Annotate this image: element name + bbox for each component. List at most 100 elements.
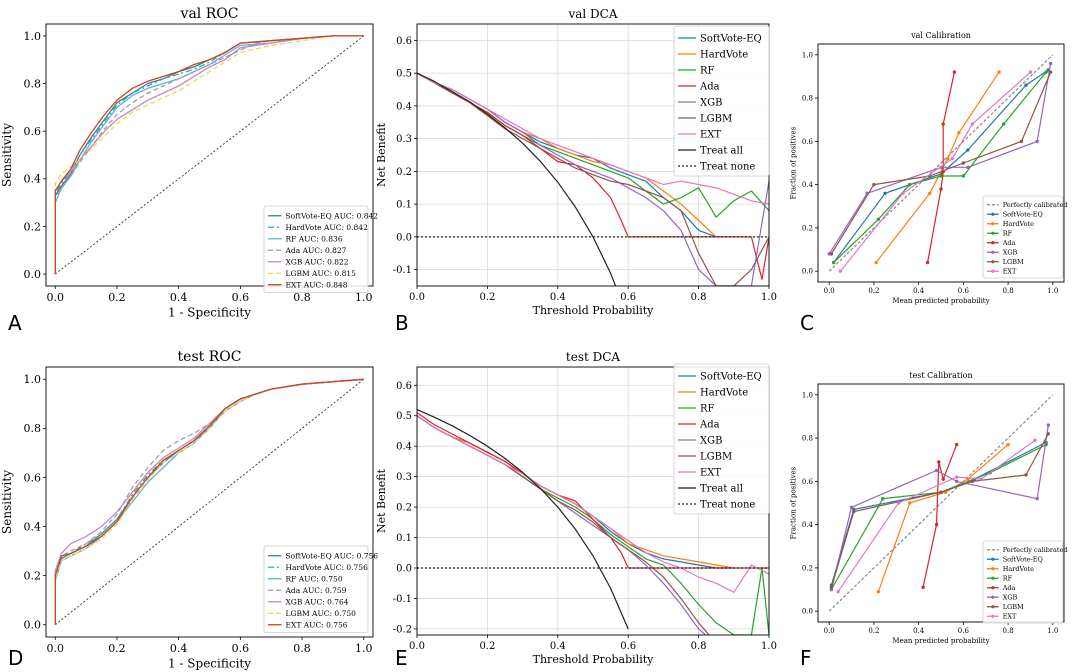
legend-label: XGB bbox=[1003, 594, 1018, 602]
legend-marker bbox=[991, 260, 995, 264]
x-tick-label: 0.8 bbox=[293, 642, 311, 655]
y-tick-label: 0.2 bbox=[24, 569, 42, 582]
legend-label: XGB AUC: 0.822 bbox=[286, 257, 349, 266]
y-tick-label: 0.6 bbox=[396, 381, 412, 392]
legend-label: EXT AUC: 0.848 bbox=[286, 280, 348, 289]
data-point bbox=[950, 156, 954, 161]
x-tick-label: 0.6 bbox=[958, 627, 970, 635]
legend-label: RF bbox=[700, 404, 715, 415]
series-line-4 bbox=[417, 415, 706, 635]
legend-label: SoftVote-EQ bbox=[1003, 211, 1043, 219]
legend-label: Treat none bbox=[700, 500, 755, 511]
legend-marker bbox=[991, 269, 995, 273]
y-tick-label: 0.0 bbox=[802, 268, 813, 276]
legend-label: Treat none bbox=[700, 162, 755, 173]
axes-frame bbox=[45, 23, 374, 287]
data-point bbox=[1046, 423, 1051, 427]
val_dca-chart: 0.0 0.2 0.4 0.6 0.8 1.0 -0.1 0.0 0.1 0.2 0.3 0.4 0.5… bbox=[375, 7, 777, 335]
data-point bbox=[907, 182, 912, 187]
data-point bbox=[896, 501, 901, 505]
x-axis-label: Mean predicted probability bbox=[892, 297, 989, 305]
y-axis-label: Fraction of positives bbox=[790, 126, 798, 199]
legend-label: Perfectly calibrated bbox=[1003, 201, 1068, 209]
x-tick-label: 0.6 bbox=[232, 291, 250, 304]
chart-title: val ROC bbox=[180, 6, 239, 22]
plot-area bbox=[54, 378, 365, 626]
x-tick-label: 0.0 bbox=[824, 627, 835, 635]
x-tick-label: 1.0 bbox=[355, 642, 373, 655]
y-tick-label: 0.2 bbox=[396, 503, 412, 514]
y-tick-label: 0.4 bbox=[396, 101, 412, 112]
data-point bbox=[941, 122, 945, 126]
series-line-3 bbox=[54, 378, 364, 625]
data-point bbox=[952, 70, 957, 74]
data-point bbox=[961, 174, 966, 178]
legend-box bbox=[982, 540, 1064, 624]
y-tick-label: 0.8 bbox=[802, 95, 813, 103]
chance-diagonal bbox=[54, 35, 365, 275]
data-point bbox=[939, 490, 943, 494]
x-tick-label: 0.6 bbox=[620, 641, 636, 652]
legend-marker bbox=[991, 212, 995, 216]
legend-label: HardVote bbox=[1003, 220, 1034, 228]
x-tick-label: 0.4 bbox=[550, 641, 566, 652]
legend-label: XGB bbox=[700, 436, 722, 447]
y-tick-label: 0.0 bbox=[802, 608, 813, 616]
series-line-6 bbox=[417, 72, 769, 205]
x-tick-label: 0.4 bbox=[550, 292, 566, 303]
legend-label: Perfectly calibrated bbox=[1003, 546, 1068, 554]
test_dca-chart: 0.0 0.2 0.4 0.6 0.8 1.0 -0.2 -0.1 0.0 0.1 0.2 0.3 0.… bbox=[375, 350, 777, 670]
x-tick-label: 1.0 bbox=[1047, 287, 1058, 295]
x-tick-label: 0.8 bbox=[691, 292, 707, 303]
y-tick-label: 0.6 bbox=[396, 36, 412, 47]
data-point bbox=[901, 191, 905, 195]
data-point bbox=[1044, 70, 1048, 74]
x-tick-label: 0.2 bbox=[479, 641, 495, 652]
plot-area bbox=[417, 409, 769, 635]
series-line-1 bbox=[833, 69, 1049, 263]
data-point bbox=[907, 501, 912, 505]
legend-label: LGBM bbox=[700, 452, 732, 463]
data-point bbox=[997, 70, 1001, 74]
data-point bbox=[970, 122, 975, 126]
data-point bbox=[849, 505, 854, 510]
legend-label: HardVote AUC: 0.842 bbox=[286, 223, 369, 232]
x-tick-label: 0.0 bbox=[47, 642, 65, 655]
x-tick-label: 1.0 bbox=[1047, 627, 1058, 635]
panel-letter: A bbox=[8, 311, 22, 335]
series-line-6 bbox=[830, 71, 1052, 255]
x-tick-label: 1.0 bbox=[761, 292, 777, 303]
legend-box bbox=[673, 25, 770, 177]
x-tick-label: 0.0 bbox=[409, 292, 425, 303]
plot-area bbox=[828, 394, 1054, 612]
panel-letter: E bbox=[395, 646, 408, 670]
y-tick-label: 0.8 bbox=[24, 77, 42, 90]
legend-label: XGB bbox=[1003, 249, 1018, 257]
x-tick-label: 0.4 bbox=[913, 287, 925, 295]
legend-label: XGB bbox=[700, 98, 722, 109]
data-point bbox=[941, 477, 945, 481]
x-tick-label: 0.2 bbox=[868, 627, 879, 635]
y-tick-label: 0.1 bbox=[396, 533, 412, 544]
legend-label: HardVote bbox=[700, 388, 748, 399]
legend-marker bbox=[991, 250, 995, 254]
legend-box bbox=[982, 195, 1064, 279]
y-tick-label: 0.5 bbox=[396, 69, 412, 80]
y-tick-label: 0.8 bbox=[802, 435, 813, 443]
series-line-0 bbox=[828, 54, 1054, 272]
legend-marker bbox=[991, 605, 995, 609]
y-tick-label: 0.2 bbox=[396, 167, 412, 178]
y-axis-label: Sensitivity bbox=[0, 123, 14, 187]
test_cal-chart: 0.0 0.2 0.4 0.6 0.8 1.0 0.0 0.2 0.4 0.6 0.8 1.0 test… bbox=[790, 371, 1068, 670]
series-line-6 bbox=[830, 433, 1049, 588]
x-tick-label: 0.6 bbox=[620, 292, 636, 303]
data-point bbox=[939, 174, 943, 178]
legend-label: EXT bbox=[1003, 613, 1017, 621]
y-tick-label: 0.4 bbox=[802, 181, 814, 189]
x-axis-label: Mean predicted probability bbox=[892, 637, 989, 645]
axes-frame bbox=[817, 383, 1065, 623]
data-point bbox=[1001, 122, 1006, 126]
